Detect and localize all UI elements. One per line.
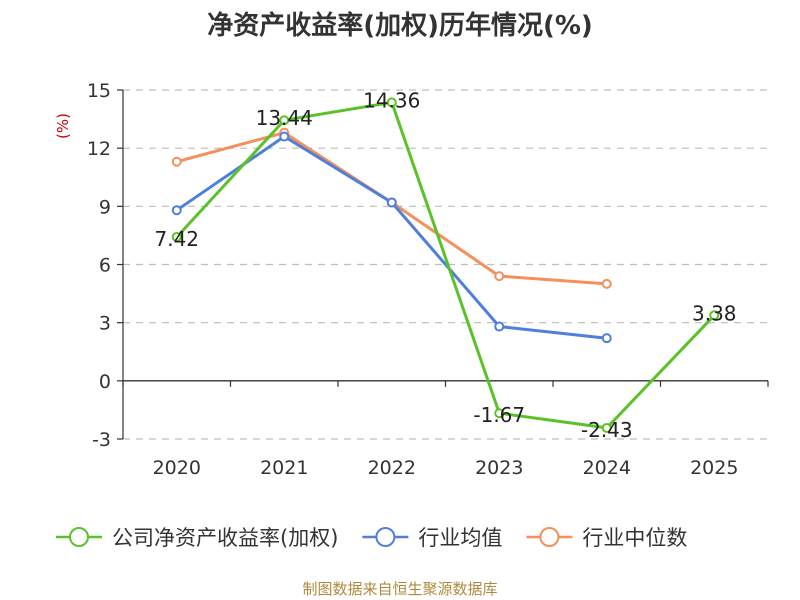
data-point — [494, 321, 505, 332]
data-point — [709, 310, 720, 321]
data-point — [386, 97, 397, 108]
y-tick-label: 3 — [99, 313, 111, 335]
y-tick-label: 12 — [87, 138, 111, 160]
data-labels: 7.42 13.44 14.36 -1.67 -2.43 3.38 — [154, 88, 736, 442]
data-point — [279, 115, 290, 126]
y-tick-label: 9 — [99, 196, 111, 218]
data-label: 3.38 — [692, 301, 737, 325]
legend-item-1: 行业均值 — [362, 526, 502, 550]
legend-item-2: 行业中位数 — [526, 526, 687, 550]
x-tick-label: 2024 — [583, 457, 631, 479]
x-tick-label: 2021 — [260, 457, 308, 479]
legend-item-0: 公司净资产收益率(加权) — [56, 526, 338, 550]
legend-marker — [375, 527, 396, 547]
legend-label: 行业均值 — [418, 526, 502, 550]
data-point — [601, 278, 612, 289]
legend: 公司净资产收益率(加权) 行业均值 行业中位数 — [56, 526, 687, 550]
data-point — [494, 271, 505, 282]
data-point — [601, 333, 612, 344]
data-point — [171, 231, 182, 242]
legend-label: 公司净资产收益率(加权) — [112, 526, 338, 550]
chart-title: 净资产收益率(加权)历年情况(%) — [207, 10, 593, 41]
x-tick-label: 2023 — [475, 457, 523, 479]
series-0 — [171, 97, 720, 433]
data-point — [494, 408, 505, 419]
x-tick-label: 2025 — [690, 457, 738, 479]
data-label: 13.44 — [256, 106, 313, 130]
series-layer — [171, 97, 720, 433]
y-tick-label: 15 — [87, 80, 111, 102]
y-tick-label: -3 — [92, 429, 111, 451]
data-point — [171, 156, 182, 167]
series-line — [175, 100, 716, 430]
legend-marker — [69, 527, 89, 547]
series-1 — [171, 131, 612, 344]
data-point — [171, 205, 182, 216]
data-point — [279, 131, 290, 142]
series-line — [176, 131, 607, 286]
x-tick-label: 2020 — [153, 457, 201, 479]
y-axis-label: (%) — [54, 113, 72, 139]
legend-marker — [539, 527, 560, 547]
source-note: 制图数据来自恒生聚源数据库 — [302, 580, 497, 598]
grid-lines — [123, 89, 768, 440]
x-tick-label: 2022 — [368, 457, 416, 479]
data-label: 7.42 — [154, 227, 199, 251]
data-label: -2.43 — [581, 418, 633, 442]
data-point — [601, 422, 612, 433]
data-point — [386, 197, 397, 208]
y-tick-label: 6 — [99, 255, 111, 277]
axes: -3 0 3 6 9 12 15 2020 2021 2022 2023 2024 2025 — [87, 80, 769, 479]
legend-label: 行业中位数 — [582, 526, 687, 550]
y-tick-label: 0 — [99, 371, 111, 393]
data-label: 14.36 — [363, 88, 420, 112]
data-label: -1.67 — [473, 403, 525, 427]
